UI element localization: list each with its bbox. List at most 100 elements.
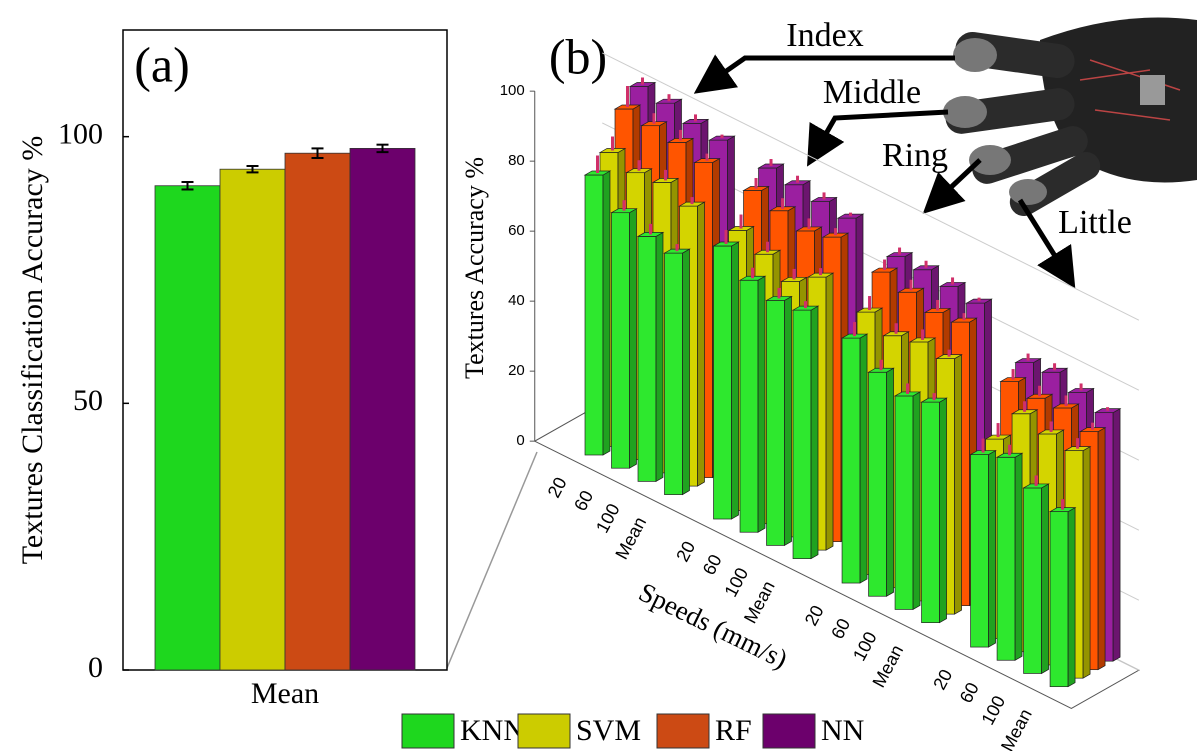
bar-3d — [1048, 507, 1077, 688]
bar-front — [1023, 487, 1042, 674]
bar-front — [713, 245, 732, 520]
finger-label: Little — [1058, 204, 1132, 241]
legend-swatch — [656, 713, 710, 749]
error-bar — [181, 181, 194, 191]
grid-line — [602, 52, 1140, 321]
bar-front — [584, 174, 604, 456]
x-tick-label: Mean — [251, 677, 319, 710]
bar-3d — [969, 449, 997, 648]
bar-side-shade — [913, 391, 921, 610]
bar-3d — [738, 275, 767, 533]
legend-label: NN — [821, 714, 864, 747]
bar-3d — [765, 295, 793, 547]
bar-side-shade — [758, 276, 766, 533]
bar-side-shade — [1015, 453, 1023, 661]
x-tick-label: 100 — [592, 500, 624, 536]
legend-label: KNN — [460, 714, 525, 747]
bar-front — [921, 401, 940, 623]
bar-side-shade — [682, 249, 690, 495]
bar-side-shade — [826, 273, 834, 551]
robot-hand — [943, 17, 1197, 216]
bar-side-shade — [1113, 408, 1121, 662]
error-bar — [246, 165, 259, 174]
x-tick-label: 100 — [978, 692, 1010, 728]
bar — [219, 168, 286, 671]
legend-swatch — [517, 713, 571, 749]
y-tick-label: 0 — [88, 651, 103, 684]
bar-front — [1049, 511, 1069, 688]
bar-side-shade — [603, 171, 610, 455]
bar-side-shade — [886, 368, 894, 597]
bar — [349, 147, 416, 671]
z-tick-label: 100 — [500, 82, 525, 99]
bar-front — [841, 337, 861, 584]
bar-front — [637, 236, 657, 482]
finger-label: Index — [786, 17, 863, 54]
x-tick-label: 60 — [699, 551, 726, 578]
panel-label: (b) — [549, 28, 607, 84]
bar-3d — [712, 241, 740, 520]
bar-side-shade — [939, 398, 947, 623]
finger-label: Middle — [823, 74, 921, 111]
bar-side-shade — [656, 232, 663, 482]
bar-3d — [663, 248, 691, 496]
bar-3d — [920, 397, 948, 624]
x-tick-label: 20 — [929, 666, 956, 693]
legend-swatch — [401, 713, 455, 749]
x-tick-label: 20 — [544, 474, 571, 501]
z-tick-label: 80 — [508, 152, 525, 169]
x-tick-label: 60 — [956, 679, 983, 706]
panel-label: (a) — [134, 36, 190, 92]
bar-side-shade — [697, 202, 705, 487]
bar-3d — [636, 231, 665, 483]
bar-3d — [1022, 483, 1050, 675]
bar-3d — [791, 305, 820, 560]
zoom-line — [446, 451, 538, 669]
bar-3d — [995, 452, 1024, 661]
error-bar — [311, 147, 324, 159]
bar — [154, 185, 221, 671]
finger-arrows — [693, 54, 1076, 289]
bar-side-shade — [811, 306, 819, 559]
bar-front — [792, 309, 812, 559]
bar-side-shade — [629, 208, 637, 469]
bar-side-shade — [1041, 483, 1049, 674]
bar-3d — [867, 367, 895, 597]
bar-front — [868, 371, 887, 597]
x-tick-label: 60 — [827, 615, 854, 642]
bar-3d — [840, 333, 869, 584]
bar-side-shade — [1083, 446, 1091, 679]
bar-front — [996, 456, 1016, 661]
bar-front — [970, 454, 989, 648]
y-tick-label: 100 — [58, 118, 103, 151]
x-tick-label: 20 — [801, 602, 828, 629]
bar — [284, 152, 351, 671]
x-tick-label: 100 — [720, 564, 752, 600]
y-axis-label: Textures Classification Accuracy % — [16, 136, 49, 565]
legend-label: RF — [715, 714, 752, 747]
bar-3d — [583, 170, 612, 456]
bar-side-shade — [1098, 427, 1106, 670]
bar-side-shade — [784, 296, 792, 546]
bar-side-shade — [1068, 507, 1076, 687]
z-tick-label: 20 — [508, 362, 525, 379]
error-bar — [376, 143, 389, 154]
bar-side-shade — [988, 450, 996, 648]
bar-top — [885, 252, 914, 257]
legend-label: SVM — [576, 714, 641, 747]
bar-front — [766, 300, 785, 546]
x-tick-label: 100 — [849, 628, 881, 664]
z-tick-label: 0 — [516, 432, 524, 449]
z-axis-label: Textures Accuracy % — [460, 157, 489, 379]
bar-side-shade — [954, 354, 962, 615]
bar-front — [664, 252, 683, 495]
bar-3d — [610, 208, 638, 469]
z-tick-label: 40 — [508, 292, 525, 309]
z-tick-label: 60 — [508, 222, 525, 239]
legend-swatch — [762, 713, 816, 749]
bar-3d — [893, 391, 922, 611]
bar-side-shade — [860, 334, 868, 584]
finger-label: Ring — [882, 137, 948, 174]
x-tick-label: 60 — [570, 487, 597, 514]
